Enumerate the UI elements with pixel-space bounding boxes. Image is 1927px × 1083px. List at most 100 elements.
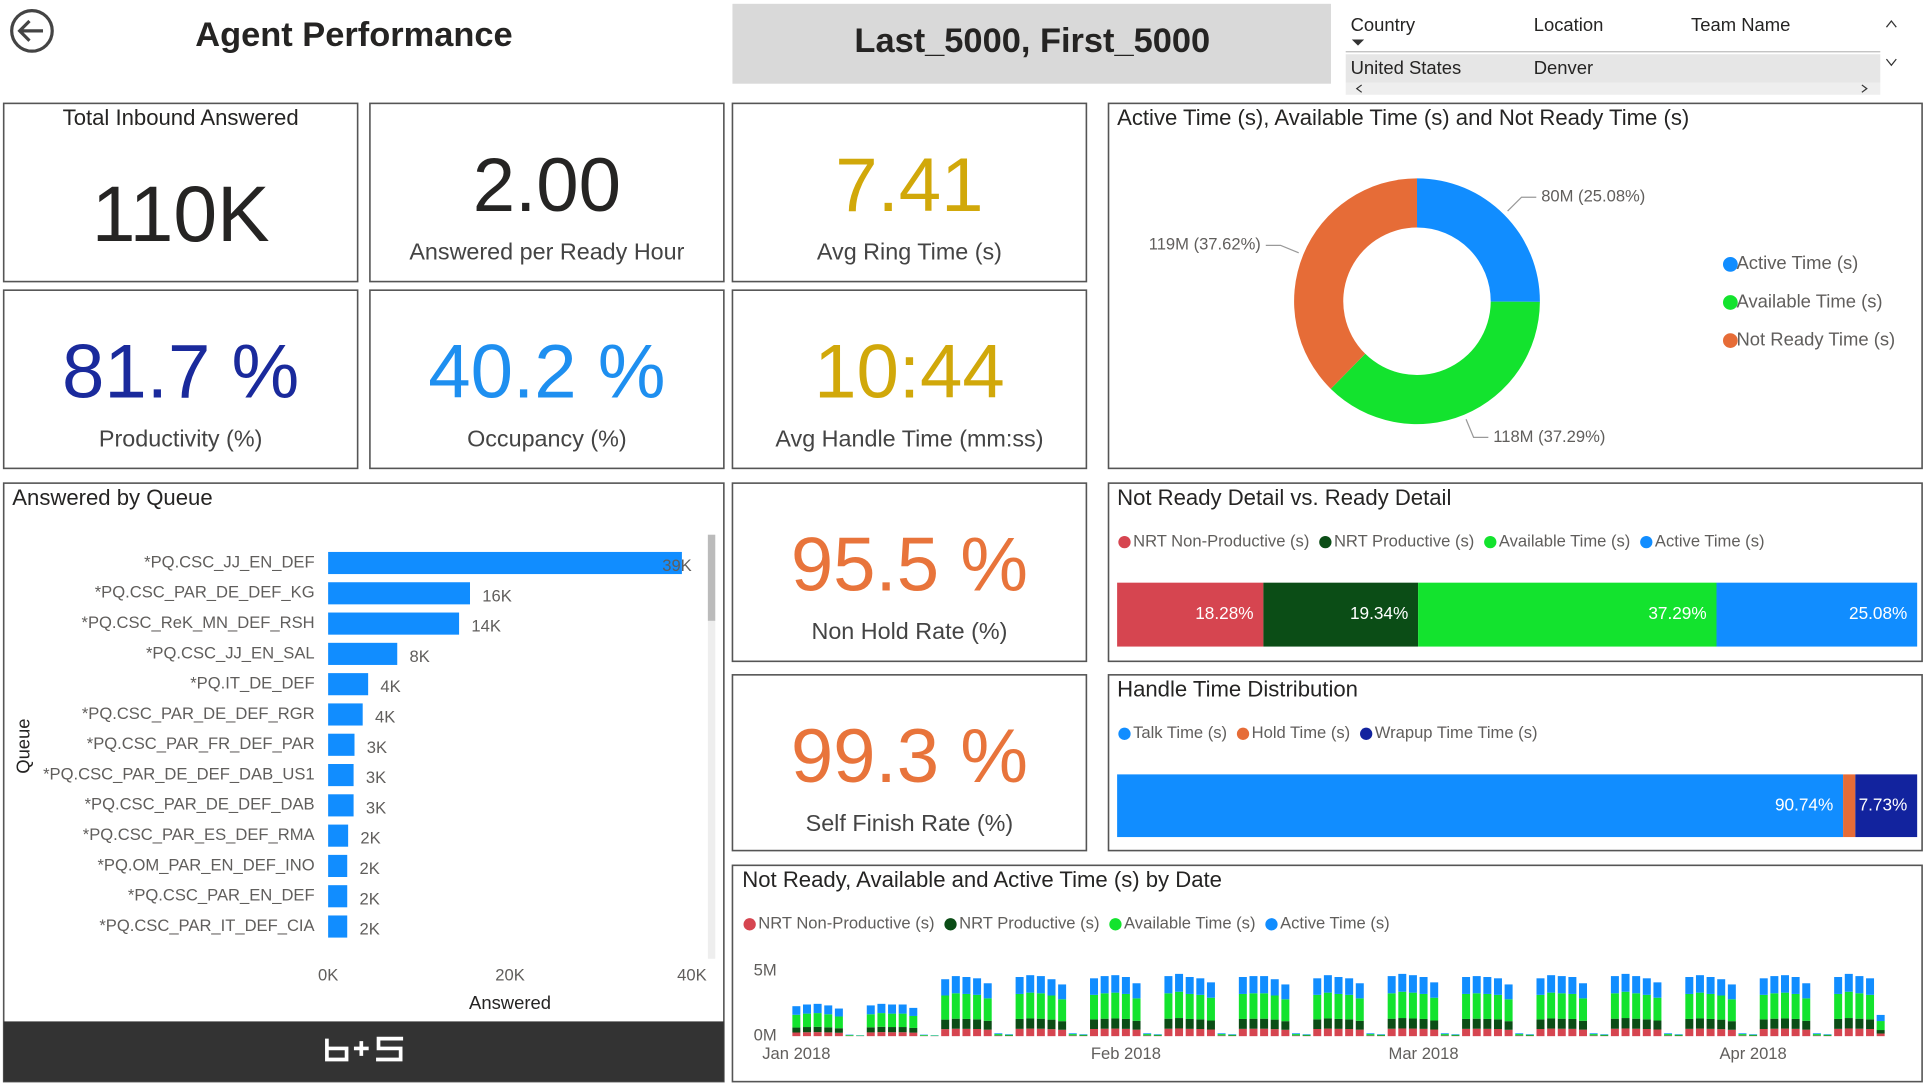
bar-segment — [1132, 998, 1141, 1021]
bar-segment — [962, 993, 971, 1019]
leader-line — [1265, 244, 1299, 254]
bar-segment — [1291, 1035, 1300, 1036]
card — [731, 102, 1088, 283]
card-label: Avg Ring Time (s) — [817, 238, 1002, 264]
h-scrollbar[interactable] — [1345, 82, 1881, 95]
legend-label: Active Time (s) — [1655, 531, 1765, 550]
y-tick-label: *PQ.CSC_PAR_IT_DEF_CIA — [99, 916, 315, 935]
bar-segment — [1483, 993, 1492, 1019]
legend-label: Available Time (s) — [1499, 531, 1630, 550]
bar-segment — [1430, 997, 1439, 1021]
bar-segment — [1727, 1029, 1736, 1037]
bar-segment — [1387, 1018, 1396, 1029]
slicer-row[interactable] — [1345, 54, 1881, 83]
y-tick-label: *PQ.CSC_ReK_MN_DEF_RSH — [82, 613, 315, 632]
leader-line — [1465, 419, 1489, 439]
bar-segment — [1579, 983, 1588, 999]
bar-segment — [1387, 1028, 1396, 1037]
scroll-up[interactable] — [1885, 20, 1897, 28]
data-label: 90.74% — [1775, 794, 1833, 814]
bar-segment — [1855, 1018, 1864, 1029]
bar-segment — [1153, 1034, 1162, 1036]
data-label: 2K — [360, 829, 380, 848]
bar-segment — [877, 1013, 886, 1027]
bar-segment — [792, 1014, 801, 1028]
bar-segment — [1036, 1028, 1045, 1037]
legend-label: NRT Productive (s) — [1334, 531, 1474, 550]
bar-segment — [1568, 1028, 1577, 1037]
chart-title: Handle Time Distribution — [1117, 677, 1358, 702]
slicer[interactable]: Country Location Team Name United States… — [1345, 14, 1897, 95]
bar-segment — [1610, 1018, 1619, 1029]
bar-segment — [1717, 1019, 1726, 1030]
slicer-header[interactable]: Location — [1534, 14, 1604, 35]
slicer-cell[interactable]: United States — [1351, 57, 1462, 78]
bar-segment — [898, 1013, 907, 1028]
bar-segment — [1090, 994, 1099, 1020]
bar-segment — [834, 1016, 843, 1029]
bar-segment — [1653, 1029, 1662, 1037]
back-arrow[interactable] — [17, 19, 44, 42]
legend-label: NRT Productive (s) — [959, 914, 1099, 933]
slicer-cell[interactable]: Denver — [1534, 57, 1593, 78]
bar-segment — [1781, 992, 1789, 1019]
scroll-down[interactable] — [1885, 58, 1897, 67]
back-circle[interactable] — [10, 8, 54, 53]
bar-segment — [1802, 1029, 1811, 1037]
bar-segment — [1515, 1034, 1524, 1036]
bar-segment — [1100, 976, 1109, 994]
bar-segment — [877, 1026, 886, 1033]
sort-icon[interactable] — [1351, 39, 1365, 46]
bar-segment — [1440, 1034, 1449, 1036]
bar-segment — [951, 976, 960, 994]
bar-segment — [813, 1032, 822, 1037]
bar-segment — [1291, 1034, 1300, 1036]
slicer-header[interactable]: Country — [1351, 14, 1416, 35]
bar-segment — [1175, 1028, 1184, 1037]
bar-segment — [1716, 582, 1918, 647]
bar-segment — [1843, 774, 1856, 838]
scroll-thumb[interactable] — [707, 534, 716, 621]
bar-segment — [813, 1013, 822, 1027]
bar-segment — [1281, 999, 1290, 1022]
bar-segment — [1536, 994, 1545, 1020]
bar-segment — [1111, 992, 1120, 1019]
y-tick-label: *PQ.CSC_PAR_EN_DEF — [128, 886, 315, 905]
bar-segment — [1547, 1028, 1556, 1037]
data-label: 25.08% — [1849, 603, 1907, 623]
slicer-header[interactable]: Team Name — [1691, 14, 1790, 35]
data-label: 39K — [662, 556, 692, 575]
bar-segment — [1047, 1019, 1056, 1030]
x-tick-label: 0K — [318, 965, 338, 984]
bar-segment — [1164, 993, 1173, 1019]
bar-segment — [1727, 999, 1736, 1022]
bar-segment — [1610, 1028, 1619, 1037]
legend-label: Active Time (s) — [1737, 252, 1859, 273]
scroll-left[interactable] — [1355, 84, 1363, 93]
bar-segment — [1579, 1029, 1588, 1037]
bar-segment — [1834, 993, 1843, 1019]
bar-segment — [1228, 1034, 1237, 1036]
bar-segment — [1472, 1018, 1481, 1029]
bar-segment — [1621, 973, 1630, 992]
bar-segment — [1068, 1034, 1077, 1036]
bar-segment — [1440, 1035, 1449, 1036]
bar-segment — [1759, 994, 1768, 1020]
bar-segment — [1802, 983, 1811, 999]
bar-segment — [1175, 973, 1184, 992]
back-button[interactable] — [10, 8, 54, 53]
y-tick-label: 5M — [754, 960, 777, 979]
bar-segment — [1483, 977, 1492, 994]
legend-label: Available Time (s) — [1737, 290, 1883, 311]
bar-segment — [1100, 1028, 1109, 1037]
bar-segment — [1695, 1028, 1704, 1037]
bar-segment — [1515, 1033, 1524, 1035]
bar-segment — [1759, 1028, 1768, 1037]
scroll-right[interactable] — [1861, 84, 1868, 93]
bar-segment — [1036, 976, 1045, 994]
card-label: Avg Handle Time (mm:ss) — [775, 425, 1043, 451]
legend-dot — [743, 918, 756, 931]
bar — [328, 612, 460, 635]
v-scrollbar[interactable] — [707, 534, 716, 959]
bar-segment — [1185, 1018, 1194, 1029]
